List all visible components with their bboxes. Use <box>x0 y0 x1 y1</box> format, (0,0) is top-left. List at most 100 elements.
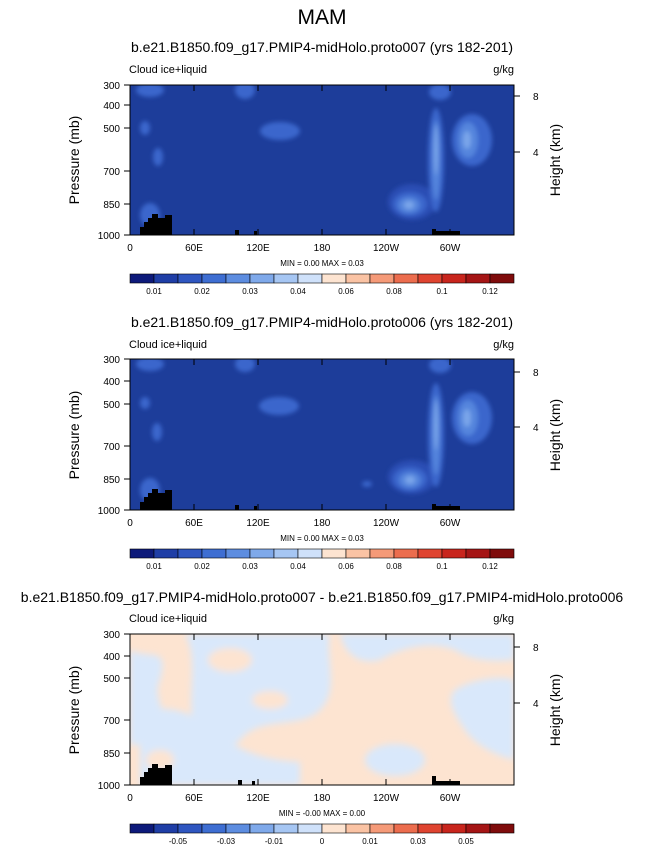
panel-1-title: b.e21.B1850.f09_g17.PMIP4-midHolo.proto0… <box>131 39 513 55</box>
panel-2-y-right-axis: 8 4 Height (km) <box>514 368 563 471</box>
colorbar-swatch <box>321 823 347 834</box>
panel-3-y-tick: 400 <box>103 652 120 663</box>
colorbar-swatch <box>153 548 179 559</box>
colorbar-swatch <box>369 273 395 284</box>
panel-3-negative-region <box>140 708 300 785</box>
panel-1-terrain-mask <box>235 230 239 235</box>
panel-1-units-label: g/kg <box>493 64 514 76</box>
colorbar-swatch <box>201 273 227 284</box>
panel-1-y-right-tick: 8 <box>533 92 539 103</box>
panel-2-contour <box>136 359 164 371</box>
panel-3-y-right-tick: 4 <box>533 699 539 710</box>
panel-2-x-axis: 0 60E 120E 180 120W 60W <box>127 359 461 529</box>
colorbar-label: 0.12 <box>482 562 498 571</box>
panel-2-y-tick: 400 <box>103 377 120 388</box>
colorbar-swatch <box>417 273 443 284</box>
panel-3-x-tick: 120E <box>246 793 270 804</box>
panel-2-contour <box>434 400 438 450</box>
panel-3-y-label: Pressure (mb) <box>66 666 82 755</box>
colorbar-swatch <box>249 273 275 284</box>
colorbar-label: 0.06 <box>338 562 354 571</box>
panel-1-stats: MIN = 0.00 MAX = 0.03 <box>280 259 364 268</box>
colorbar-swatch <box>441 273 467 284</box>
panel-2-field <box>130 359 514 510</box>
panel-1-terrain-mask <box>254 231 257 235</box>
panel-3-y-tick: 300 <box>103 630 120 641</box>
colorbar-swatch <box>273 548 299 559</box>
panel-1-y-tick: 500 <box>103 124 120 135</box>
panel-2-contour <box>362 481 372 487</box>
colorbar-label: 0.03 <box>242 562 258 571</box>
panel-2-terrain-mask <box>140 489 172 510</box>
colorbar-swatch <box>321 273 347 284</box>
colorbar-swatch <box>297 273 323 284</box>
colorbar-swatch <box>129 823 155 834</box>
panel-1-y-right-axis: 8 4 Height (km) <box>514 92 563 196</box>
panel-2-contour <box>429 359 451 373</box>
panel-1-x-tick: 120W <box>373 243 400 254</box>
colorbar-swatch <box>177 823 203 834</box>
panel-1-contour <box>235 85 255 99</box>
panel-1-contour <box>434 125 438 175</box>
colorbar-swatch <box>297 823 323 834</box>
colorbar-label: -0.01 <box>265 837 284 846</box>
colorbar-swatch <box>273 823 299 834</box>
panel-1-y-axis: 300 400 500 700 850 1000 Pressure (mb) <box>66 81 130 242</box>
colorbar-swatch <box>441 548 467 559</box>
panel-1-contour <box>140 121 150 135</box>
panel-1-x-tick: 60E <box>185 243 203 254</box>
panel-2-contour <box>259 397 299 415</box>
panel-1-x-tick: 120E <box>246 243 270 254</box>
colorbar-swatch <box>153 273 179 284</box>
panel-3-negative-region <box>340 634 514 662</box>
panel-2-x-tick: 60W <box>440 518 461 529</box>
panel-2-y-right-label: Height (km) <box>547 399 563 471</box>
panel-2-y-tick: 500 <box>103 400 120 411</box>
panel-2-x-tick: 120E <box>246 518 270 529</box>
colorbar-swatch <box>225 823 251 834</box>
panel-1-contour <box>404 201 414 209</box>
panel-1-background-level <box>130 85 514 235</box>
colorbar-label: 0 <box>320 837 325 846</box>
panel-3-y-tick: 1000 <box>98 781 121 792</box>
colorbar-swatch <box>465 273 491 284</box>
colorbar-swatch <box>201 548 227 559</box>
panel-1-y-label: Pressure (mb) <box>66 116 82 205</box>
colorbar-swatch <box>465 548 491 559</box>
panel-2-variable-label: Cloud ice+liquid <box>129 339 207 351</box>
colorbar-swatch <box>489 273 515 284</box>
panel-1-x-axis: 0 60E 120E 180 120W 60W <box>127 85 461 254</box>
panel-2-x-tick: 60E <box>185 518 203 529</box>
panel-3-y-axis: 300 400 500 700 850 1000 Pressure (mb) <box>66 630 130 792</box>
panel-2-terrain-mask <box>432 504 460 510</box>
panel-1-terrain-mask <box>140 214 172 235</box>
panel-2-y-right-tick: 4 <box>533 423 539 434</box>
colorbar-label: -0.05 <box>169 837 188 846</box>
panel-1-variable-label: Cloud ice+liquid <box>129 64 207 76</box>
panel-1-y-right-label: Height (km) <box>547 124 563 196</box>
panel-3-stats: MIN = -0.00 MAX = 0.00 <box>279 809 366 818</box>
colorbar-swatch <box>177 273 203 284</box>
colorbar-swatch <box>345 273 371 284</box>
colorbar-swatch <box>273 273 299 284</box>
panel-1-colorbar: 0.01 0.02 0.03 0.04 0.06 0.08 0.1 0.12 <box>129 273 515 296</box>
panel-2-background-level <box>130 359 514 510</box>
colorbar-label: 0.01 <box>362 837 378 846</box>
panel-3-terrain-mask <box>238 780 242 785</box>
panel-1-y-tick: 300 <box>103 81 120 92</box>
colorbar-swatch <box>249 823 275 834</box>
colorbar-label: 0.03 <box>410 837 426 846</box>
panel-2-terrain-mask <box>254 506 257 510</box>
panel-3-y-right-axis: 8 4 Height (km) <box>514 643 563 746</box>
colorbar-label: 0.05 <box>458 837 474 846</box>
colorbar-swatch <box>393 548 419 559</box>
panel-3-x-tick: 180 <box>314 793 331 804</box>
panel-3-terrain-mask <box>432 776 460 785</box>
figure-title: MAM <box>298 6 347 29</box>
panel-3-terrain-mask <box>140 764 172 785</box>
panel-1-x-tick: 60W <box>440 243 461 254</box>
colorbar-swatch <box>393 273 419 284</box>
panel-1-y-tick: 850 <box>103 200 120 211</box>
colorbar-swatch <box>345 823 371 834</box>
